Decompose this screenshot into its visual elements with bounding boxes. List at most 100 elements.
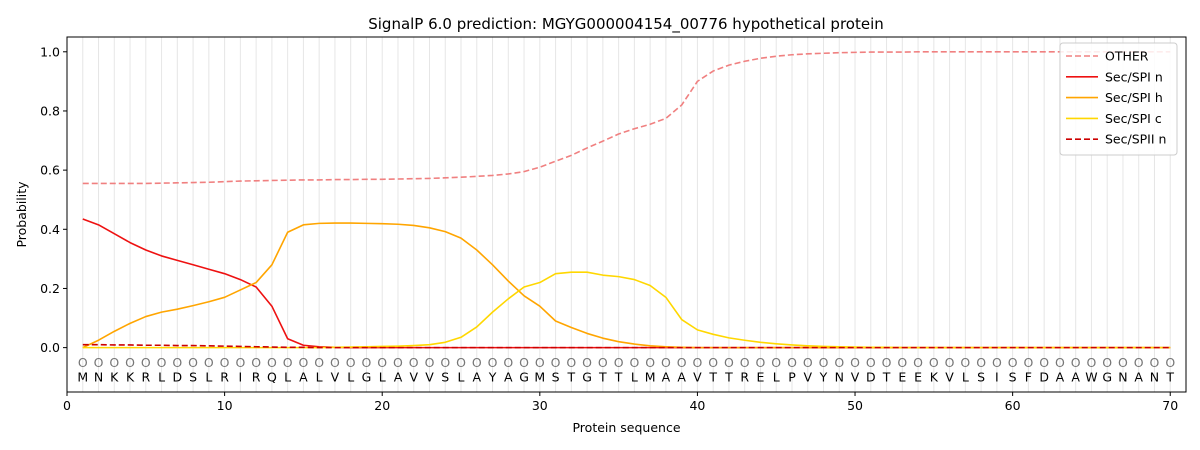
region-label: O xyxy=(819,355,829,370)
region-label: O xyxy=(945,355,955,370)
residue-label: M xyxy=(645,370,656,385)
x-tick-label: 10 xyxy=(217,398,233,413)
region-label: O xyxy=(677,355,687,370)
residue-label: A xyxy=(1056,370,1065,385)
residue-label: A xyxy=(472,370,481,385)
x-tick-label: 60 xyxy=(1005,398,1021,413)
legend-label: OTHER xyxy=(1105,49,1149,64)
legend-box xyxy=(1059,42,1178,156)
residue-label: K xyxy=(110,370,119,385)
residue-label: L xyxy=(284,370,291,385)
region-label: O xyxy=(756,355,766,370)
series-line xyxy=(82,50,1171,185)
residue-label: N xyxy=(1150,370,1159,385)
residue-label: R xyxy=(740,370,749,385)
region-label: O xyxy=(157,355,167,370)
region-label: O xyxy=(314,355,324,370)
residue-label: A xyxy=(662,370,671,385)
residue-label: V xyxy=(409,370,418,385)
region-label: O xyxy=(456,355,466,370)
y-tick-label: 1.0 xyxy=(40,44,60,59)
residue-label: L xyxy=(158,370,165,385)
y-axis-label: Probability xyxy=(14,181,29,248)
residue-label: L xyxy=(962,370,969,385)
residue-label: D xyxy=(866,370,876,385)
residue-label: T xyxy=(708,370,717,385)
region-label: O xyxy=(693,355,703,370)
y-tick-label: 0.2 xyxy=(40,281,60,296)
region-label: O xyxy=(425,355,435,370)
region-label: O xyxy=(283,355,293,370)
residue-label: F xyxy=(1025,370,1032,385)
residue-label: E xyxy=(898,370,906,385)
residue-label: L xyxy=(379,370,386,385)
residue-label: Q xyxy=(267,370,277,385)
legend-label: Sec/SPI c xyxy=(1105,111,1162,126)
residue-label: M xyxy=(77,370,88,385)
region-label: O xyxy=(1071,355,1081,370)
region-label: O xyxy=(850,355,860,370)
legend-label: Sec/SPI n xyxy=(1105,69,1163,84)
residue-label: N xyxy=(835,370,844,385)
region-label: O xyxy=(566,355,576,370)
region-label: O xyxy=(787,355,797,370)
residue-label: L xyxy=(316,370,323,385)
region-label: O xyxy=(897,355,907,370)
residue-label: I xyxy=(995,370,999,385)
region-label: O xyxy=(771,355,781,370)
region-label: O xyxy=(629,355,639,370)
residue-label: L xyxy=(205,370,212,385)
residue-label: A xyxy=(299,370,308,385)
region-label: O xyxy=(346,355,356,370)
chart-title: SignalP 6.0 prediction: MGYG000004154_00… xyxy=(368,15,884,34)
y-tick-label: 0.6 xyxy=(40,163,60,178)
residue-label: S xyxy=(189,370,197,385)
residue-label: L xyxy=(773,370,780,385)
residue-label: Y xyxy=(488,370,497,385)
residue-label: V xyxy=(851,370,860,385)
region-label: O xyxy=(472,355,482,370)
legend: OTHER Sec/SPI n Sec/SPI h Sec/SPI c Sec/SPII… xyxy=(1059,42,1178,156)
region-label: O xyxy=(172,355,182,370)
residue-label: K xyxy=(126,370,135,385)
x-tick-label: 50 xyxy=(847,398,863,413)
series-line xyxy=(82,343,1171,349)
region-label: O xyxy=(125,355,135,370)
region-label: O xyxy=(551,355,561,370)
region-label: O xyxy=(377,355,387,370)
region-label: O xyxy=(220,355,230,370)
y-tick-label: 0.8 xyxy=(40,103,60,118)
x-tick-label: 30 xyxy=(532,398,548,413)
region-label: O xyxy=(598,355,608,370)
region-label: O xyxy=(503,355,513,370)
region-label: O xyxy=(614,355,624,370)
region-label: O xyxy=(535,355,545,370)
residue-label: V xyxy=(803,370,812,385)
x-tick-label: 40 xyxy=(689,398,705,413)
x-axis-ticks: 0 10 20 30 40 50 60 70 xyxy=(63,392,1178,413)
residue-label: W xyxy=(1085,370,1097,385)
residue-label: S xyxy=(977,370,985,385)
residue-label: G xyxy=(362,370,372,385)
region-label: O xyxy=(661,355,671,370)
region-label: O xyxy=(834,355,844,370)
y-tick-label: 0.4 xyxy=(40,222,60,237)
region-label: O xyxy=(882,355,892,370)
region-label: O xyxy=(929,355,939,370)
series-line xyxy=(82,271,1171,349)
residue-label: S xyxy=(441,370,449,385)
residue-label: T xyxy=(614,370,623,385)
region-label: O xyxy=(724,355,734,370)
region-label: O xyxy=(803,355,813,370)
residue-label: A xyxy=(677,370,686,385)
region-label: O xyxy=(1165,355,1175,370)
residue-label: G xyxy=(582,370,592,385)
residue-label: S xyxy=(552,370,560,385)
region-label: O xyxy=(330,355,340,370)
residue-label: T xyxy=(598,370,607,385)
region-label: O xyxy=(519,355,529,370)
region-label: O xyxy=(708,355,718,370)
region-label: O xyxy=(1039,355,1049,370)
region-label: O xyxy=(235,355,245,370)
